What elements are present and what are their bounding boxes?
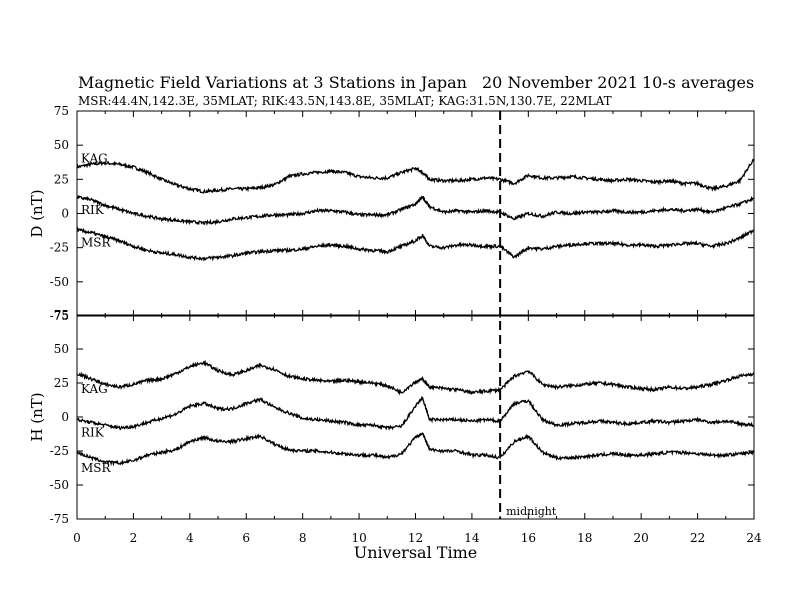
series-label-msr: MSR [81,461,112,475]
y-tick-label: 75 [54,104,69,118]
x-tick-label: 24 [746,531,762,545]
x-axis-label: Universal Time [354,543,477,562]
y-tick-label: -50 [50,478,69,492]
series-label-kag: KAG [81,382,108,396]
x-tick-label: 6 [242,531,250,545]
panel-frame-2 [76,314,755,520]
x-tick-label: 22 [690,531,705,545]
x-tick-label: 2 [130,531,138,545]
y-tick-label: -75 [50,512,69,526]
x-tick-label: 8 [299,531,307,545]
series-label-rik: RIK [81,425,105,439]
series-line-rik [76,395,755,431]
x-tick-label: 10 [351,531,366,545]
y-tick-label: 50 [54,342,69,356]
x-tick-label: 20 [634,531,649,545]
y-axis-label: D (nT) [28,189,46,237]
x-tick-label: 12 [408,531,423,545]
y-tick-label: 25 [54,376,69,390]
y-tick-label: -25 [50,444,69,458]
panel-frame-1 [76,110,755,317]
series-label-kag: KAG [81,151,108,165]
chart-title: Magnetic Field Variations at 3 Stations … [78,73,467,92]
y-tick-label: 75 [54,308,69,322]
midnight-label: midnight [506,505,557,518]
y-tick-label: -50 [50,275,69,289]
x-tick-label: 4 [186,531,194,545]
y-tick-label: 25 [54,172,69,186]
y-tick-label: 0 [61,410,69,424]
series-line-msr [76,432,755,467]
series-label-rik: RIK [81,203,105,217]
chart-date: 20 November 2021 [482,73,638,92]
x-tick-label: 0 [73,531,81,545]
y-axis-label: H (nT) [28,392,46,441]
series-line-rik [76,194,755,227]
y-tick-label: 0 [61,207,69,221]
x-tick-label: 18 [577,531,592,545]
series-line-msr [76,226,755,262]
station-info: MSR:44.4N,142.3E, 35MLAT; RIK:43.5N,143.… [78,94,612,108]
y-tick-label: -25 [50,241,69,255]
averaging-label: 10-s averages [642,73,755,92]
y-tick-label: -75 [50,309,69,323]
x-tick-label: 16 [521,531,536,545]
y-tick-label: 50 [54,138,69,152]
x-tick-label: 14 [464,531,480,545]
series-line-kag [76,158,755,194]
series-line-kag [76,359,755,396]
series-label-msr: MSR [81,236,112,250]
